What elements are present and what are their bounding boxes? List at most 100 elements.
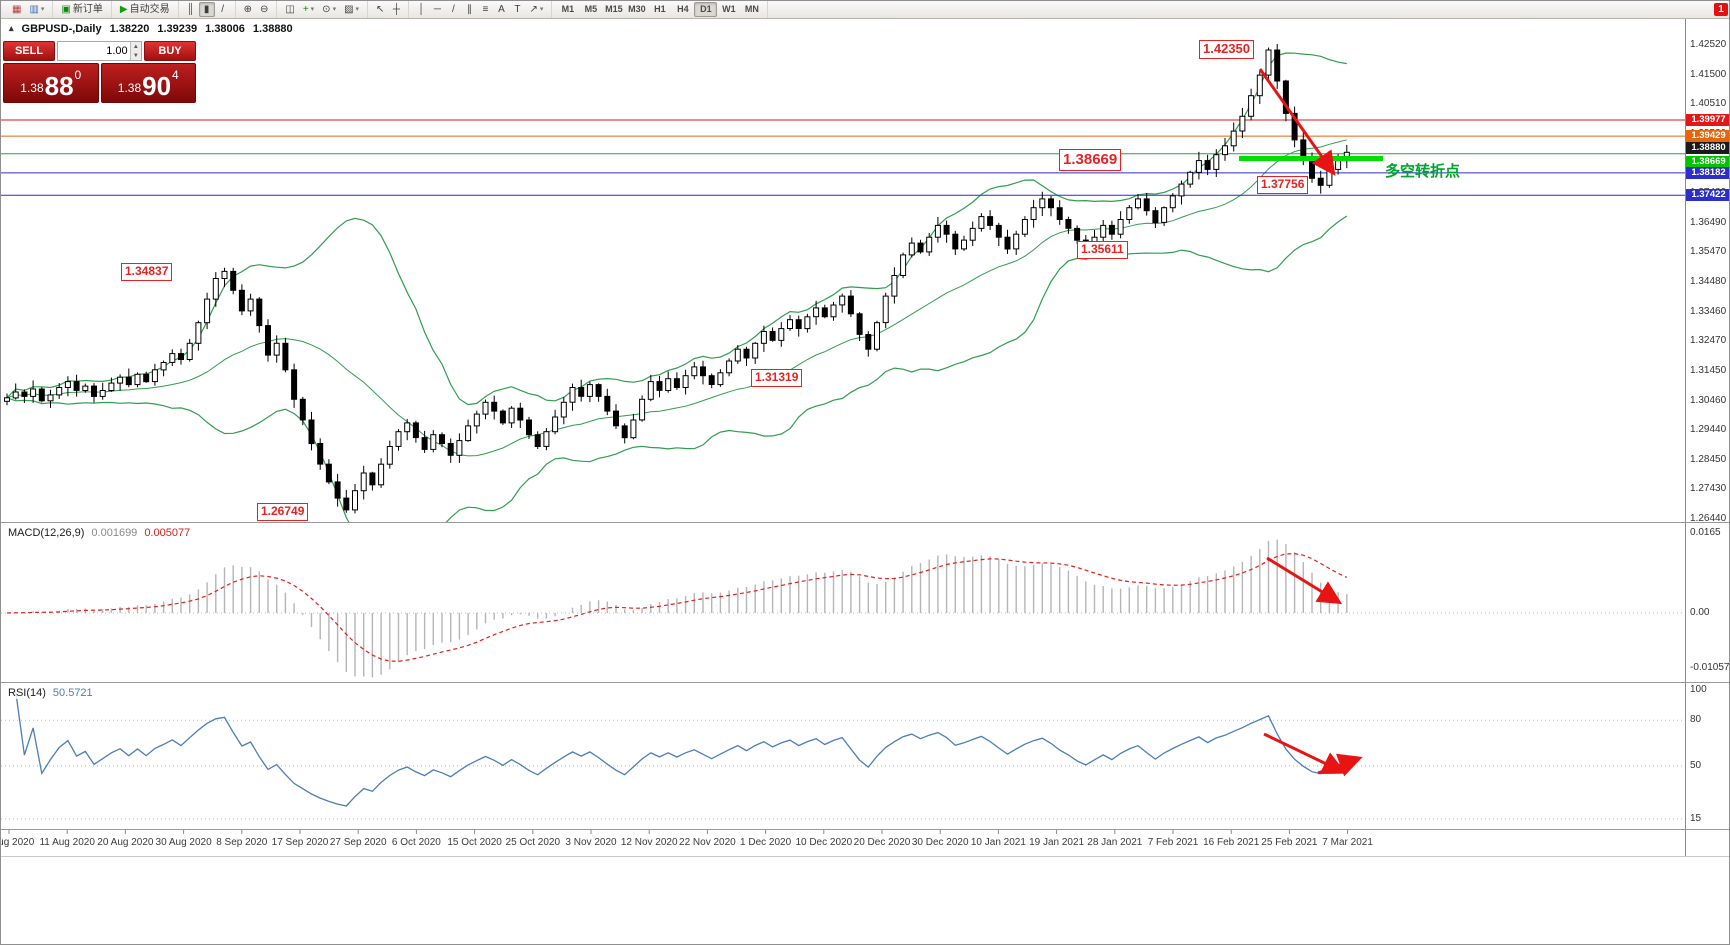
dropdown-arrow-icon: ▾: [332, 6, 337, 13]
zoom-out-button[interactable]: ⊖: [259, 3, 269, 15]
lot-increase-button[interactable]: ▲: [130, 42, 141, 51]
timeframe-button-D1[interactable]: D1: [694, 2, 718, 17]
buy-price-big: 90: [142, 71, 172, 101]
date-axis-label: 17 Sep 2020: [271, 837, 329, 848]
price-axis-label: 1.34480: [1690, 276, 1727, 287]
price-axis-label: 1.27430: [1690, 483, 1727, 495]
tile-windows-button[interactable]: ◫: [285, 3, 295, 15]
indicators-button[interactable]: + ▾: [302, 3, 315, 15]
price-tag: 1.38669: [1686, 155, 1729, 168]
date-axis-label: 1 Dec 2020: [740, 837, 792, 848]
timeframe-button-M30[interactable]: M30: [628, 4, 646, 14]
trendline-button[interactable]: /: [452, 3, 455, 15]
new-chart-button[interactable]: ▦: [12, 3, 22, 15]
horizontal-level-lines[interactable]: [1, 119, 1685, 196]
dropdown-arrow-icon: ▾: [539, 6, 544, 13]
price-axis-label: 1.28450: [1690, 453, 1727, 465]
sell-price-big: 88: [44, 71, 74, 101]
rsi-axis-label: 80: [1690, 714, 1702, 726]
price-axis-label: 1.32470: [1690, 335, 1727, 347]
toolbar-group-chart-type: ║ ▮ /: [179, 1, 236, 18]
price-tag: 1.39429: [1686, 130, 1729, 143]
timeframe-button-M5[interactable]: M5: [584, 4, 598, 14]
toolbar-group-drawing: │ ─ / ∥ ≡ A T ↗ ▾: [409, 1, 553, 18]
timeframe-button-H4[interactable]: H4: [677, 4, 689, 14]
turning-point-note[interactable]: 多空转折点: [1385, 163, 1461, 180]
price-annotation[interactable]: 1.42350: [1199, 40, 1254, 59]
lot-decrease-button[interactable]: ▼: [130, 51, 141, 60]
macd-indicator-title: MACD(12,26,9) 0.001699 0.005077: [6, 527, 193, 539]
sell-button[interactable]: SELL: [3, 41, 55, 61]
date-axis-label: 19 Jan 2021: [1029, 837, 1085, 848]
cursor-button[interactable]: ↖: [376, 3, 385, 15]
timeframe-button-M15[interactable]: M15: [605, 4, 623, 14]
price-annotation[interactable]: 1.31319: [751, 369, 803, 387]
date-axis-label: 16 Feb 2021: [1203, 837, 1260, 848]
lot-size-field: ▲ ▼: [57, 41, 142, 61]
price-tag: 1.39977: [1686, 113, 1729, 126]
lot-size-input[interactable]: [58, 42, 130, 60]
rsi-axis-label: 100: [1690, 684, 1707, 695]
fibonacci-button[interactable]: ≡: [482, 3, 489, 15]
text-button[interactable]: A: [498, 3, 505, 15]
price-tag: 1.38182: [1686, 166, 1729, 179]
rsi-level-lines: [1, 719, 1685, 820]
panel-collapse-icon[interactable]: ▴: [9, 23, 14, 33]
text-label-button[interactable]: T: [514, 3, 521, 15]
buy-price-pip-sup: 4: [172, 68, 179, 82]
sell-price-pip-sup: 0: [74, 68, 82, 82]
buy-button[interactable]: BUY: [144, 41, 196, 61]
price-annotation[interactable]: 1.26749: [257, 503, 309, 521]
macd-axis-label: 0.00: [1690, 607, 1710, 618]
macd-signal-line: [6, 552, 1348, 662]
equidistant-channel-button[interactable]: ∥: [466, 3, 472, 15]
zoom-in-button[interactable]: ⊕: [243, 3, 252, 15]
price-annotation[interactable]: 1.35611: [1077, 241, 1128, 259]
price-tag: 1.38880: [1686, 142, 1729, 155]
buy-price-prefix: 1.38: [117, 81, 142, 95]
chart-profiles-button[interactable]: ▥ ▾: [29, 3, 45, 15]
sell-price-button[interactable]: 1.38 88 0: [3, 63, 99, 103]
price-axis-label: 1.30460: [1690, 394, 1727, 406]
rsi-axis-label: 50: [1690, 759, 1702, 771]
date-axis-label: 20 Aug 2020: [97, 837, 154, 848]
timeframe-button-MN[interactable]: MN: [744, 4, 759, 14]
price-axis-label: 1.36490: [1690, 216, 1727, 228]
autotrading-button[interactable]: ▶ 自动交易: [119, 3, 170, 15]
date-axis-label: 2 Aug 2020: [1, 837, 35, 848]
rsi-indicator-title: RSI(14) 50.5721: [6, 687, 95, 699]
toolbar-group-manage: ◫ + ▾ ⊙ ▾ ▨ ▾: [277, 1, 369, 18]
buy-price-button[interactable]: 1.38 90 4: [100, 63, 196, 103]
price-axis-label: 1.40510: [1690, 98, 1727, 110]
arrows-button[interactable]: ↗ ▾: [529, 3, 544, 15]
symbol-period-label: GBPUSD-,Daily: [21, 23, 102, 35]
price-annotation[interactable]: 1.34837: [121, 263, 173, 281]
crosshair-button[interactable]: ┼: [392, 3, 400, 15]
new-order-button[interactable]: ▣ 新订单: [61, 3, 103, 15]
candles-series: [4, 44, 1350, 514]
bar-chart-button[interactable]: ║: [187, 3, 195, 15]
candlestick-chart-button[interactable]: ▮: [198, 2, 215, 17]
templates-button[interactable]: ▨ ▾: [344, 3, 360, 15]
timeframe-button-W1[interactable]: W1: [722, 4, 736, 14]
price-axis-label: 1.33460: [1690, 305, 1727, 317]
toolbar-group-autotrading: ▶ 自动交易: [112, 1, 179, 18]
trend-arrows[interactable]: [1258, 68, 1363, 777]
notification-badge[interactable]: 1: [1714, 3, 1728, 16]
dropdown-arrow-icon: ▾: [40, 6, 45, 13]
timeframe-button-H1[interactable]: H1: [654, 4, 666, 14]
macd-axis-label: 0.0165: [1690, 527, 1721, 538]
price-axis-label: 1.35470: [1690, 246, 1727, 258]
price-annotation[interactable]: 1.37756: [1257, 176, 1309, 194]
timeframe-button-M1[interactable]: M1: [561, 4, 575, 14]
periods-button[interactable]: ⊙ ▾: [322, 3, 337, 15]
vertical-line-button[interactable]: │: [418, 3, 425, 15]
macd-histogram: [14, 539, 1348, 678]
price-annotation[interactable]: 1.38669: [1059, 149, 1122, 171]
dropdown-arrow-icon: ▾: [355, 6, 360, 13]
line-chart-button[interactable]: /: [221, 3, 224, 15]
horizontal-line-button[interactable]: ─: [433, 3, 441, 15]
date-axis-label: 28 Jan 2021: [1087, 837, 1143, 848]
